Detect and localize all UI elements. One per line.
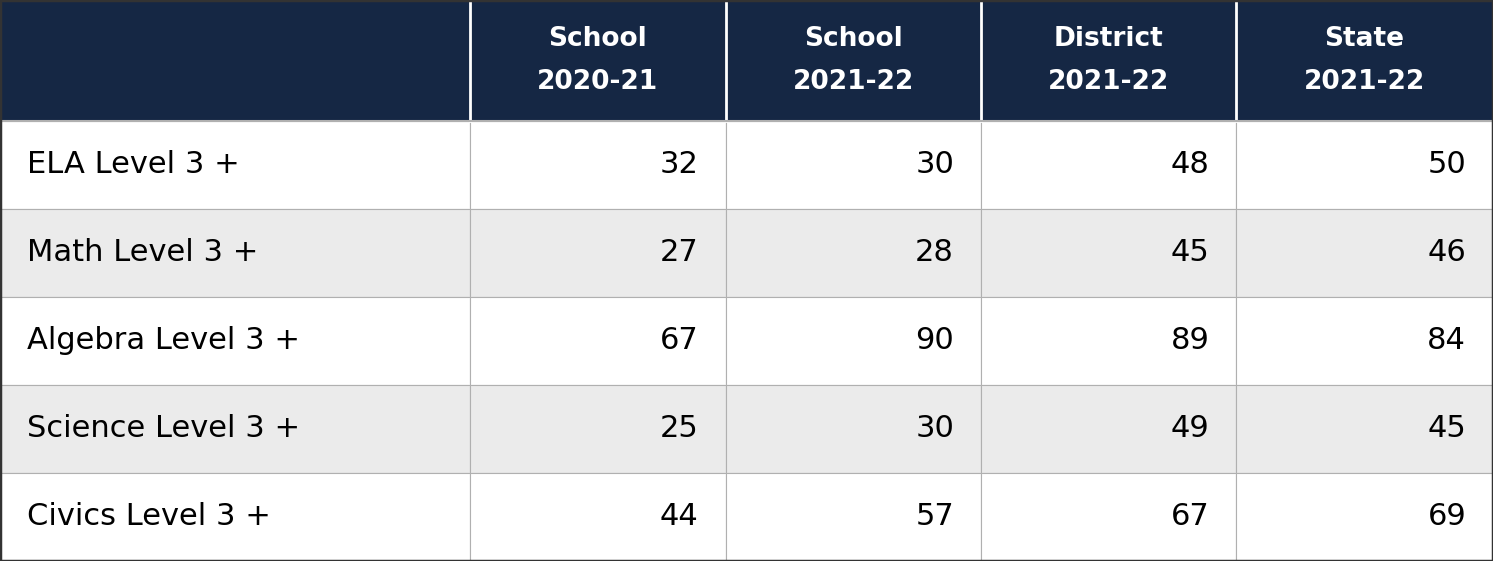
Bar (1236, 473, 1493, 561)
Text: 49: 49 (1171, 415, 1209, 443)
Bar (470, 121, 726, 209)
Bar (470, 0, 726, 121)
Text: State: State (1324, 26, 1405, 52)
Text: Math Level 3 +: Math Level 3 + (27, 238, 258, 267)
Text: 45: 45 (1171, 238, 1209, 267)
Bar (726, 473, 981, 561)
Text: 2020-21: 2020-21 (537, 68, 658, 95)
Bar (726, 385, 981, 473)
Bar (470, 297, 726, 385)
Bar (0, 297, 470, 385)
Bar (726, 0, 981, 121)
Bar (1236, 385, 1493, 473)
Bar (470, 209, 726, 297)
Text: 2021-22: 2021-22 (793, 68, 914, 95)
Text: 30: 30 (915, 150, 954, 179)
Text: Algebra Level 3 +: Algebra Level 3 + (27, 327, 300, 355)
Bar (1236, 0, 1493, 121)
Bar (470, 385, 726, 473)
Text: 44: 44 (660, 503, 699, 531)
Text: 46: 46 (1427, 238, 1466, 267)
Text: Science Level 3 +: Science Level 3 + (27, 415, 300, 443)
Bar (726, 121, 981, 209)
Text: 30: 30 (915, 415, 954, 443)
Bar (1236, 121, 1493, 209)
Bar (726, 297, 981, 385)
Text: 90: 90 (915, 327, 954, 355)
Text: 48: 48 (1171, 150, 1209, 179)
Bar (1236, 297, 1493, 385)
Text: 67: 67 (660, 327, 699, 355)
Text: 57: 57 (915, 503, 954, 531)
Bar (1236, 209, 1493, 297)
Text: 89: 89 (1171, 327, 1209, 355)
Bar (981, 0, 1236, 121)
Text: 28: 28 (915, 238, 954, 267)
Text: Civics Level 3 +: Civics Level 3 + (27, 503, 270, 531)
Text: ELA Level 3 +: ELA Level 3 + (27, 150, 239, 179)
Text: 27: 27 (660, 238, 699, 267)
Text: 50: 50 (1427, 150, 1466, 179)
Text: School: School (803, 26, 903, 52)
Text: 84: 84 (1427, 327, 1466, 355)
Text: School: School (548, 26, 648, 52)
Bar (981, 473, 1236, 561)
Bar (981, 121, 1236, 209)
Bar (726, 209, 981, 297)
Bar (981, 385, 1236, 473)
Bar (470, 473, 726, 561)
Text: 2021-22: 2021-22 (1303, 68, 1426, 95)
Text: 2021-22: 2021-22 (1048, 68, 1169, 95)
Bar (0, 121, 470, 209)
Bar (0, 473, 470, 561)
Text: 25: 25 (660, 415, 699, 443)
Text: 69: 69 (1427, 503, 1466, 531)
Bar (981, 209, 1236, 297)
Text: 67: 67 (1171, 503, 1209, 531)
Bar (0, 385, 470, 473)
Bar (0, 0, 470, 121)
Text: District: District (1054, 26, 1163, 52)
Bar (981, 297, 1236, 385)
Bar (0, 209, 470, 297)
Text: 32: 32 (660, 150, 699, 179)
Text: 45: 45 (1427, 415, 1466, 443)
